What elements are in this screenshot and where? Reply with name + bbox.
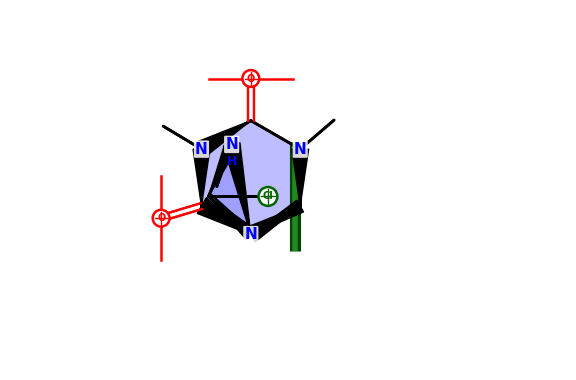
Polygon shape	[223, 142, 251, 234]
Polygon shape	[247, 206, 300, 242]
Circle shape	[242, 70, 259, 87]
Polygon shape	[193, 149, 210, 206]
Circle shape	[153, 210, 169, 226]
Polygon shape	[197, 120, 251, 157]
Polygon shape	[292, 149, 309, 206]
Polygon shape	[202, 120, 300, 234]
Text: N: N	[225, 137, 238, 152]
Text: H: H	[226, 155, 237, 168]
Text: N: N	[244, 227, 257, 242]
Polygon shape	[209, 144, 300, 234]
Text: N: N	[195, 142, 208, 157]
Text: N: N	[294, 142, 306, 157]
Polygon shape	[248, 206, 300, 241]
Polygon shape	[209, 142, 238, 196]
Text: Cl: Cl	[263, 192, 274, 201]
Text: O: O	[157, 213, 165, 223]
Polygon shape	[251, 200, 304, 234]
Polygon shape	[209, 196, 255, 240]
Text: O: O	[247, 73, 255, 84]
Polygon shape	[197, 199, 251, 234]
Circle shape	[259, 187, 278, 206]
